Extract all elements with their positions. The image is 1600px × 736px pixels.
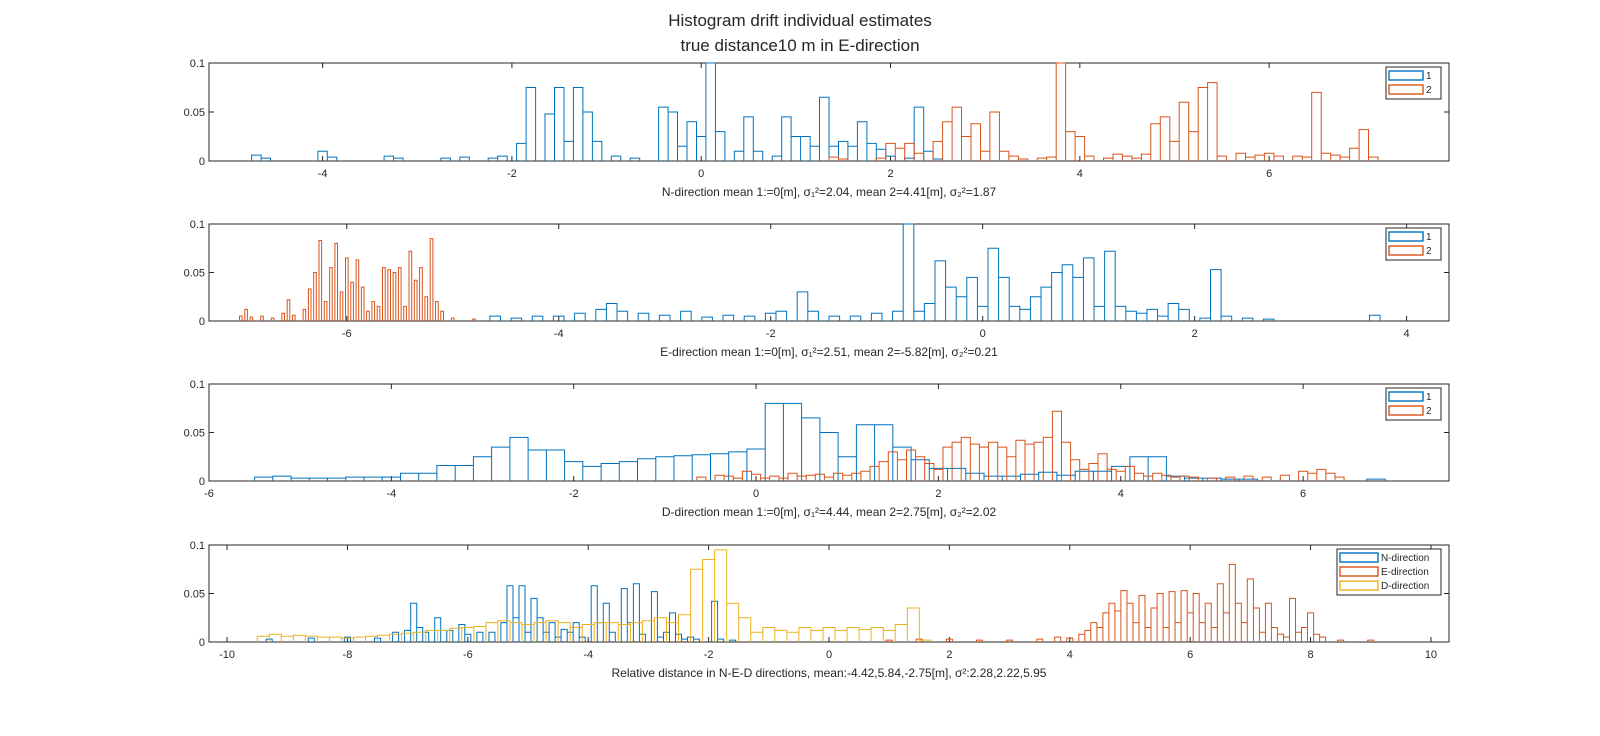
x-tick-label: 2 [935,488,941,500]
subplot-panels: -4 -2 0 2 4 6 0 0.05 0.1 N-direction mean 1:=0[m]… [184,58,1450,680]
x-axis-label: D-direction mean 1:=0[m], σ₁²=4.44, mean… [662,505,997,519]
series-2-histogram [696,410,1345,481]
legend: 12 [1385,387,1442,421]
legend-label: 1 [1426,232,1432,243]
legend-label: 1 [1426,71,1432,82]
legend-swatch-1 [1388,231,1424,242]
x-tick-label: 10 [1425,649,1437,661]
x-tick-label: 0 [698,168,704,180]
series-1-histogram [251,62,944,161]
subplot-4: -10 -8 -6 -4 -2 0 2 4 6 8 10 0 0.05 0.1 Relative dista… [184,540,1450,680]
figure-title-line-2: true distance10 m in E-direction [680,36,919,55]
axes-box [208,544,1450,643]
legend-swatch-1 [1339,552,1379,563]
legend: N-direction E-direction D-direction [1336,548,1442,596]
y-tick-label: 0.05 [184,107,205,119]
x-tick-label: -6 [204,488,214,500]
x-tick-label: -8 [343,649,353,661]
y-tick-label: 0.1 [190,219,205,231]
x-axis-label: Relative distance in N-E-D directions, m… [612,666,1047,680]
figure-title-line-1: Histogram drift individual estimates [668,11,932,30]
y-tick-label: 0.1 [190,379,205,391]
x-tick-label: -2 [766,328,776,340]
y-tick-label: 0 [199,156,205,168]
x-tick-label: 6 [1300,488,1306,500]
x-tick-label: -4 [318,168,328,180]
subplot-2: -6 -4 -2 0 2 4 0 0.05 0.1 E-direction mean 1:=0[m… [184,219,1450,359]
x-tick-label: 4 [1404,328,1410,340]
y-tick-label: 0.05 [184,268,205,280]
series-2-histogram [239,238,476,321]
x-tick-label: -6 [342,328,352,340]
subplot-1: -4 -2 0 2 4 6 0 0.05 0.1 N-direction mean 1:=0[m]… [184,58,1450,199]
y-tick-label: 0.05 [184,428,205,440]
x-tick-label: 8 [1307,649,1313,661]
legend-label: 2 [1426,406,1432,417]
x-tick-label: 6 [1187,649,1193,661]
legend-swatch-2 [1388,405,1424,416]
legend-label: N-direction [1381,553,1429,564]
series-1-histogram [489,223,1381,321]
y-tick-label: 0.1 [190,58,205,70]
legend-label: D-direction [1381,581,1429,592]
x-tick-label: 0 [980,328,986,340]
x-axis-label: E-direction mean 1:=0[m], σ₁²=2.51, mean… [660,345,998,359]
x-tick-label: -2 [507,168,517,180]
legend-swatch-2 [1388,84,1424,95]
x-tick-label: 4 [1077,168,1083,180]
legend-swatch-1 [1388,70,1424,81]
x-tick-label: -4 [583,649,593,661]
x-tick-label: -4 [554,328,564,340]
x-tick-label: -10 [219,649,235,661]
legend-swatch-2 [1388,245,1424,256]
legend-label: 2 [1426,246,1432,257]
y-tick-label: 0.05 [184,589,205,601]
x-tick-label: 6 [1266,168,1272,180]
subplot-3: -6 -4 -2 0 2 4 6 0 0.05 0.1 D-direction mean 1:=0[… [184,379,1450,519]
x-tick-label: 0 [753,488,759,500]
legend-label: E-direction [1381,567,1429,578]
x-tick-label: -2 [704,649,714,661]
x-tick-label: 2 [946,649,952,661]
y-tick-label: 0 [199,476,205,488]
x-tick-label: 4 [1118,488,1124,500]
x-tick-label: -6 [463,649,473,661]
x-tick-label: 2 [1192,328,1198,340]
legend-box [1336,548,1442,596]
legend: 12 [1385,227,1442,261]
series-2-histogram [828,62,1379,161]
x-tick-label: -2 [569,488,579,500]
series-3-histogram [256,549,932,642]
x-tick-label: 0 [826,649,832,661]
x-tick-label: -4 [386,488,396,500]
legend-label: 2 [1426,85,1432,96]
y-tick-label: 0 [199,316,205,328]
legend-swatch-2 [1339,566,1379,577]
series-1-histogram [254,402,1386,481]
x-tick-label: 2 [887,168,893,180]
x-tick-label: 4 [1067,649,1073,661]
legend-label: 1 [1426,392,1432,403]
axes-box [208,223,1450,322]
y-tick-label: 0 [199,637,205,649]
y-tick-label: 0.1 [190,540,205,552]
legend-swatch-1 [1388,391,1424,402]
legend-swatch-3 [1339,580,1379,591]
x-axis-label: N-direction mean 1:=0[m], σ₁²=2.04, mean… [662,185,997,199]
legend: 12 [1385,66,1442,100]
